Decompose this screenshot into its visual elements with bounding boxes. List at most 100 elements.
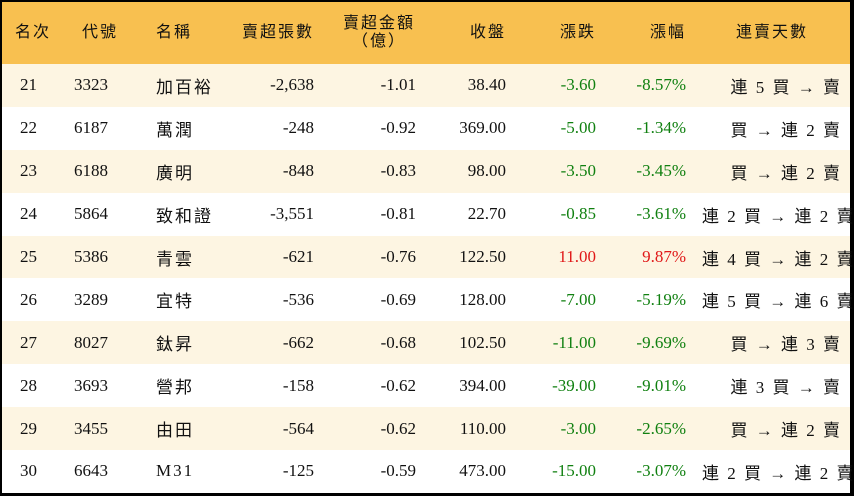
cell-change: -7.00 — [560, 289, 596, 309]
cell-change-pct: 9.87% — [642, 247, 686, 266]
table-row: 24 5864 致和證 -3,551 -0.81 22.70 -0.85 -3.… — [2, 192, 854, 236]
table-row: 27 8027 鈦昇 -662 -0.68 102.50 -11.00 -9.6… — [2, 321, 850, 365]
header-net-sell-lots: 賣超張數 — [241, 24, 314, 41]
cell-code: 3323 — [74, 75, 108, 95]
cell-streak: 連 4 買 → 連 2 賣 — [702, 249, 854, 269]
table-row: 23 6188 廣明 -848 -0.83 98.00 -3.50 -3.45%… — [2, 149, 850, 193]
cell-name: 鈦昇 — [156, 335, 194, 355]
cell-change-pct: -8.57% — [636, 75, 686, 95]
table-row: 25 5386 青雲 -621 -0.76 122.50 11.00 9.87%… — [2, 235, 854, 279]
cell-change-pct: -9.01% — [636, 375, 686, 395]
cell-change-pct: -5.19% — [636, 289, 686, 309]
cell-name: 廣明 — [156, 163, 194, 183]
cell-code: 6643 — [74, 461, 108, 481]
cell-change-pct: -3.45% — [636, 161, 686, 181]
cell-change: -3.60 — [560, 75, 596, 95]
cell-name: M31 — [156, 461, 195, 481]
cell-streak: 買 → 連 2 賣 — [730, 421, 842, 441]
header-change: 漲跌 — [559, 24, 596, 41]
cell-change: -0.85 — [560, 204, 596, 224]
cell-close: 110.00 — [459, 418, 506, 438]
header-code: 代號 — [81, 24, 118, 41]
cell-change: -11.00 — [552, 332, 596, 352]
cell-change: -15.00 — [552, 461, 596, 481]
cell-change: -5.00 — [560, 118, 596, 138]
cell-rank: 22 — [20, 118, 37, 138]
cell-code: 5386 — [74, 247, 108, 266]
cell-rank: 28 — [20, 375, 37, 395]
cell-code: 3693 — [74, 375, 108, 395]
cell-change-pct: -3.61% — [636, 204, 686, 224]
cell-net-sell-lots: -621 — [282, 247, 314, 266]
cell-change-pct: -9.69% — [636, 332, 686, 352]
cell-close: 473.00 — [459, 461, 506, 481]
cell-name: 宜特 — [156, 292, 194, 312]
cell-net-sell-amount: -1.01 — [380, 75, 416, 95]
cell-net-sell-amount: -0.81 — [380, 204, 416, 224]
cell-rank: 30 — [20, 461, 37, 481]
header-rank: 名次 — [14, 24, 51, 41]
cell-close: 369.00 — [459, 118, 506, 138]
cell-net-sell-amount: -0.62 — [380, 375, 416, 395]
cell-rank: 26 — [20, 289, 37, 309]
cell-code: 6187 — [74, 118, 108, 138]
cell-net-sell-lots: -3,551 — [270, 204, 314, 224]
cell-streak: 買 → 連 2 賣 — [730, 163, 842, 183]
table-row: 21 3323 加百裕 -2,638 -1.01 38.40 -3.60 -8.… — [2, 64, 850, 107]
cell-net-sell-amount: -0.76 — [380, 247, 416, 266]
cell-net-sell-amount: -0.69 — [380, 289, 416, 309]
cell-code: 3289 — [74, 289, 108, 309]
cell-streak: 連 3 買 → 賣 — [730, 378, 842, 398]
cell-net-sell-lots: -662 — [282, 332, 314, 352]
cell-streak: 連 5 買 → 連 6 賣 — [702, 292, 854, 312]
cell-net-sell-lots: -536 — [282, 289, 314, 309]
table-row: 26 3289 宜特 -536 -0.69 128.00 -7.00 -5.19… — [2, 278, 854, 322]
cell-change-pct: -3.07% — [636, 461, 686, 481]
cell-streak: 連 2 買 → 連 2 賣 — [702, 463, 854, 483]
cell-close: 22.70 — [467, 204, 506, 224]
cell-close: 394.00 — [459, 375, 506, 395]
cell-net-sell-lots: -848 — [282, 161, 314, 181]
table-row: 22 6187 萬潤 -248 -0.92 369.00 -5.00 -1.34… — [2, 106, 850, 150]
header-net-sell-amount: 賣超金額 （億） — [322, 2, 424, 64]
cell-net-sell-lots: -158 — [282, 375, 314, 395]
cell-name: 致和證 — [156, 206, 213, 226]
cell-close: 98.00 — [467, 161, 506, 181]
header-net-sell-amount-line2: （億） — [351, 33, 406, 50]
cell-name: 青雲 — [156, 249, 194, 269]
cell-name: 加百裕 — [156, 77, 213, 97]
cell-close: 122.50 — [459, 247, 506, 266]
cell-change: -39.00 — [552, 375, 596, 395]
cell-change-pct: -1.34% — [636, 118, 686, 138]
header-name: 名稱 — [156, 24, 193, 41]
cell-net-sell-amount: -0.92 — [380, 118, 416, 138]
cell-change: 11.00 — [558, 247, 596, 266]
cell-rank: 21 — [20, 75, 37, 95]
cell-code: 6188 — [74, 161, 108, 181]
cell-streak: 買 → 連 2 賣 — [730, 120, 842, 140]
cell-rank: 25 — [20, 247, 37, 266]
header-row: 名次 代號 名稱 賣超張數 賣超金額 （億） 收盤 漲跌 漲幅 連賣天數 — [2, 2, 850, 64]
cell-change: -3.00 — [560, 418, 596, 438]
cell-net-sell-lots: -564 — [282, 418, 314, 438]
cell-name: 營邦 — [156, 378, 194, 398]
cell-change-pct: -2.65% — [636, 418, 686, 438]
cell-rank: 27 — [20, 332, 37, 352]
cell-name: 萬潤 — [156, 120, 194, 140]
cell-rank: 24 — [20, 204, 37, 224]
table-row: 28 3693 營邦 -158 -0.62 394.00 -39.00 -9.0… — [2, 364, 850, 408]
cell-close: 128.00 — [459, 289, 506, 309]
cell-net-sell-lots: -125 — [282, 461, 314, 481]
cell-rank: 29 — [20, 418, 37, 438]
cell-streak: 買 → 連 3 賣 — [730, 335, 842, 355]
cell-net-sell-amount: -0.83 — [380, 161, 416, 181]
header-change-pct: 漲幅 — [649, 24, 686, 41]
cell-net-sell-amount: -0.68 — [380, 332, 416, 352]
cell-name: 由田 — [156, 421, 194, 441]
cell-net-sell-lots: -2,638 — [270, 75, 314, 95]
cell-change: -3.50 — [560, 161, 596, 181]
header-close: 收盤 — [469, 24, 506, 41]
cell-streak: 連 2 買 → 連 2 賣 — [702, 206, 854, 226]
